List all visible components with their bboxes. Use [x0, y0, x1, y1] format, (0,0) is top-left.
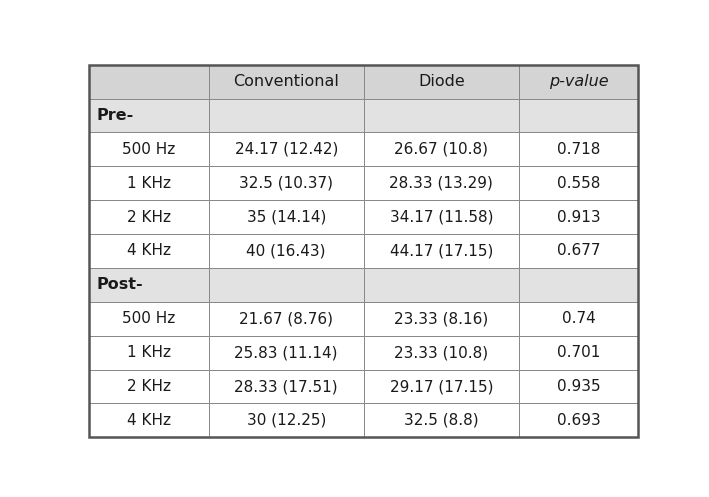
- Bar: [208, 404, 364, 437]
- Bar: [208, 234, 364, 268]
- Bar: [89, 335, 208, 370]
- Bar: [364, 370, 519, 404]
- Text: 28.33 (13.29): 28.33 (13.29): [389, 176, 493, 191]
- Text: 4 KHz: 4 KHz: [127, 244, 171, 258]
- Text: 500 Hz: 500 Hz: [122, 311, 175, 326]
- Text: p-value: p-value: [549, 74, 608, 89]
- Bar: [208, 335, 364, 370]
- Bar: [364, 65, 519, 98]
- Text: 32.5 (10.37): 32.5 (10.37): [239, 176, 333, 191]
- Text: 1 KHz: 1 KHz: [127, 176, 171, 191]
- Text: 25.83 (11.14): 25.83 (11.14): [235, 345, 338, 360]
- Bar: [364, 200, 519, 234]
- Text: Diode: Diode: [418, 74, 464, 89]
- Bar: [364, 268, 519, 302]
- Bar: [89, 268, 208, 302]
- Bar: [364, 335, 519, 370]
- Bar: [208, 65, 364, 98]
- Text: 2 KHz: 2 KHz: [127, 210, 171, 225]
- Bar: [519, 98, 638, 132]
- Bar: [208, 98, 364, 132]
- Bar: [89, 404, 208, 437]
- Bar: [208, 268, 364, 302]
- Bar: [364, 98, 519, 132]
- Bar: [89, 65, 208, 98]
- Text: 0.677: 0.677: [557, 244, 601, 258]
- Bar: [364, 404, 519, 437]
- Bar: [519, 302, 638, 335]
- Text: 35 (14.14): 35 (14.14): [247, 210, 326, 225]
- Bar: [364, 132, 519, 166]
- Text: 23.33 (10.8): 23.33 (10.8): [394, 345, 489, 360]
- Text: 30 (12.25): 30 (12.25): [247, 413, 326, 428]
- Text: 0.74: 0.74: [562, 311, 596, 326]
- Text: 29.17 (17.15): 29.17 (17.15): [389, 379, 493, 394]
- Bar: [89, 234, 208, 268]
- Bar: [519, 166, 638, 200]
- Bar: [519, 132, 638, 166]
- Text: 32.5 (8.8): 32.5 (8.8): [404, 413, 479, 428]
- Text: Post-: Post-: [96, 277, 143, 292]
- Text: 23.33 (8.16): 23.33 (8.16): [394, 311, 489, 326]
- Text: 0.558: 0.558: [557, 176, 600, 191]
- Bar: [89, 132, 208, 166]
- Text: 0.913: 0.913: [557, 210, 601, 225]
- Bar: [364, 234, 519, 268]
- Bar: [208, 302, 364, 335]
- Bar: [89, 302, 208, 335]
- Text: 500 Hz: 500 Hz: [122, 142, 175, 157]
- Bar: [364, 166, 519, 200]
- Text: 28.33 (17.51): 28.33 (17.51): [235, 379, 338, 394]
- Text: 0.718: 0.718: [557, 142, 600, 157]
- Bar: [208, 166, 364, 200]
- Bar: [89, 166, 208, 200]
- Bar: [364, 302, 519, 335]
- Text: 4 KHz: 4 KHz: [127, 413, 171, 428]
- Text: 44.17 (17.15): 44.17 (17.15): [389, 244, 493, 258]
- Text: 0.693: 0.693: [557, 413, 601, 428]
- Text: 34.17 (11.58): 34.17 (11.58): [389, 210, 493, 225]
- Bar: [519, 335, 638, 370]
- Text: Conventional: Conventional: [233, 74, 339, 89]
- Bar: [519, 234, 638, 268]
- Bar: [208, 132, 364, 166]
- Bar: [519, 370, 638, 404]
- Text: 21.67 (8.76): 21.67 (8.76): [239, 311, 333, 326]
- Bar: [519, 268, 638, 302]
- Text: 2 KHz: 2 KHz: [127, 379, 171, 394]
- Text: 1 KHz: 1 KHz: [127, 345, 171, 360]
- Bar: [519, 65, 638, 98]
- Text: Pre-: Pre-: [96, 108, 133, 123]
- Text: 24.17 (12.42): 24.17 (12.42): [235, 142, 338, 157]
- Bar: [89, 98, 208, 132]
- Bar: [89, 200, 208, 234]
- Bar: [208, 200, 364, 234]
- Text: 0.935: 0.935: [557, 379, 601, 394]
- Bar: [89, 370, 208, 404]
- Bar: [519, 200, 638, 234]
- Bar: [208, 370, 364, 404]
- Text: 40 (16.43): 40 (16.43): [247, 244, 326, 258]
- Text: 26.67 (10.8): 26.67 (10.8): [394, 142, 489, 157]
- Bar: [519, 404, 638, 437]
- Text: 0.701: 0.701: [557, 345, 600, 360]
